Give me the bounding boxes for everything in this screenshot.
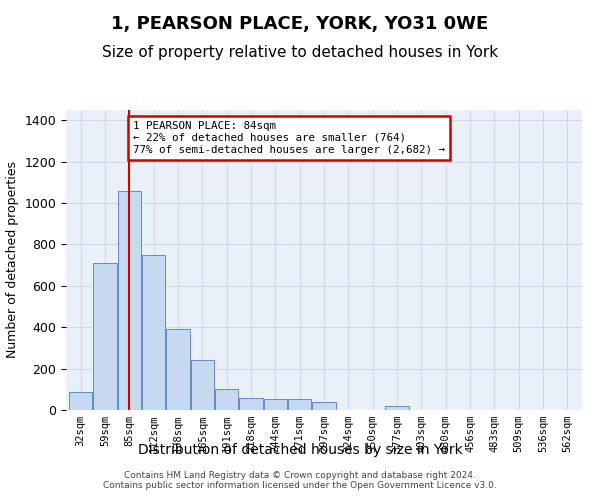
Text: Size of property relative to detached houses in York: Size of property relative to detached ho… <box>102 45 498 60</box>
Text: Contains HM Land Registry data © Crown copyright and database right 2024.
Contai: Contains HM Land Registry data © Crown c… <box>103 470 497 490</box>
Bar <box>118 190 141 410</box>
Y-axis label: Number of detached properties: Number of detached properties <box>6 162 19 358</box>
Bar <box>385 406 409 410</box>
Bar <box>94 263 116 410</box>
Bar <box>191 360 214 410</box>
Bar <box>288 398 311 410</box>
Bar <box>142 255 165 410</box>
Bar <box>264 398 287 410</box>
Text: 1 PEARSON PLACE: 84sqm
← 22% of detached houses are smaller (764)
77% of semi-de: 1 PEARSON PLACE: 84sqm ← 22% of detached… <box>133 122 445 154</box>
Bar <box>239 398 263 410</box>
Text: Distribution of detached houses by size in York: Distribution of detached houses by size … <box>137 443 463 457</box>
Bar <box>69 392 92 410</box>
Bar <box>215 390 238 410</box>
Bar <box>166 330 190 410</box>
Bar <box>313 402 335 410</box>
Text: 1, PEARSON PLACE, YORK, YO31 0WE: 1, PEARSON PLACE, YORK, YO31 0WE <box>112 15 488 33</box>
